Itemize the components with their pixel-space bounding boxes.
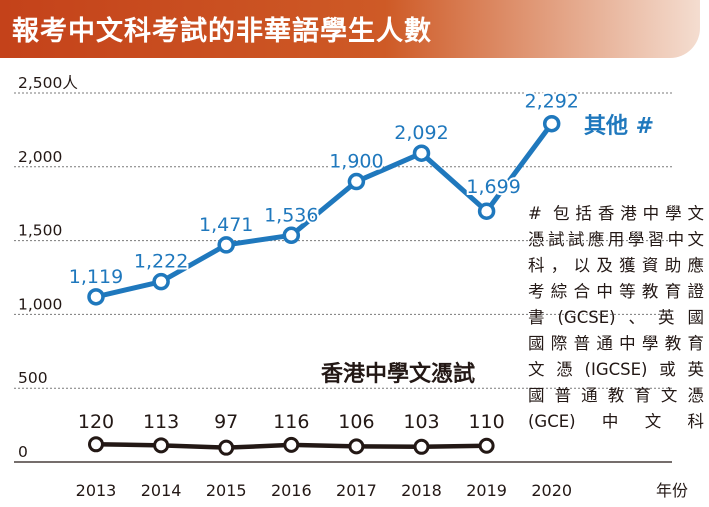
data-label-dse: 106: [338, 411, 374, 433]
y-tick-label: 1,000: [18, 295, 62, 313]
data-point-other: [347, 172, 366, 191]
footnote-line: 國普通教育文憑: [528, 386, 704, 405]
footnote-line: 文憑(IGCSE)或英: [528, 360, 704, 379]
x-tick-label: 2020: [531, 481, 572, 500]
data-label-dse: 120: [78, 411, 114, 433]
x-tick-label: 2018: [401, 481, 442, 500]
data-label-dse: 113: [143, 411, 179, 433]
data-label-dse: 103: [403, 411, 439, 433]
footnote: # 包括香港中學文 憑試試應用學習中文 科，以及獲資助應 考綜合中等教育證 書(…: [528, 201, 704, 435]
data-point-other: [412, 144, 431, 162]
data-point-other: [87, 288, 105, 306]
data-point-dse: [153, 437, 170, 454]
data-point-dse: [283, 436, 300, 453]
data-point-other: [282, 226, 301, 245]
data-point-other: [217, 236, 235, 254]
data-point-dse: [218, 439, 235, 456]
footnote-line: # 包括香港中學文: [528, 204, 704, 223]
data-label-other: 1,119: [69, 266, 123, 288]
data-label-other: 1,536: [264, 204, 318, 226]
data-label-dse: 116: [273, 411, 309, 433]
data-point-dse: [478, 437, 495, 454]
footnote-line: 書(GCSE)、英國: [528, 308, 704, 327]
x-tick-label: 2015: [206, 481, 247, 500]
y-tick-label: 2,500人: [18, 74, 78, 92]
data-point-dse: [348, 438, 365, 455]
footnote-line: 國際普通中學教育: [528, 334, 704, 353]
data-label-other: 1,900: [329, 151, 383, 173]
data-label-other: 1,471: [199, 214, 253, 236]
chart-title: 報考中文科考試的非華語學生人數: [12, 16, 432, 47]
footnote-line: 科，以及獲資助應: [528, 256, 704, 275]
x-tick-label: 2016: [271, 481, 312, 500]
data-point-dse: [413, 438, 430, 455]
series-line-other: [95, 122, 554, 300]
data-label-dse: 110: [468, 411, 504, 433]
data-label-other: 1,699: [466, 176, 520, 198]
x-tick-label: 2017: [336, 481, 377, 500]
data-point-other: [477, 202, 496, 220]
title-bar: 報考中文科考試的非華語學生人數: [0, 0, 700, 58]
data-point-dse: [88, 436, 104, 453]
data-label-other: 1,222: [134, 251, 188, 273]
data-point-other: [542, 114, 561, 133]
series-label-other: 其他 #: [584, 114, 654, 139]
y-tick-label: 2,000: [18, 148, 62, 166]
y-tick-label: 0: [18, 443, 28, 461]
x-tick-label: 2013: [76, 481, 117, 500]
x-tick-label: 2014: [141, 481, 182, 500]
y-tick-label: 500: [18, 369, 48, 387]
footnote-line: (GCE)中文科: [528, 412, 704, 431]
data-label-other: 2,292: [524, 91, 578, 113]
footnote-line: 考綜合中等教育證: [528, 282, 704, 301]
data-label-dse: 97: [214, 411, 238, 433]
footnote-line: 憑試試應用學習中文: [528, 230, 704, 249]
x-tick-label: 2019: [466, 481, 507, 500]
y-tick-label: 1,500: [18, 222, 62, 240]
series-label-dse: 香港中學文憑試: [321, 361, 475, 387]
data-label-other: 2,092: [394, 122, 448, 144]
data-point-other: [152, 272, 170, 291]
x-axis-unit: 年份: [656, 481, 688, 500]
